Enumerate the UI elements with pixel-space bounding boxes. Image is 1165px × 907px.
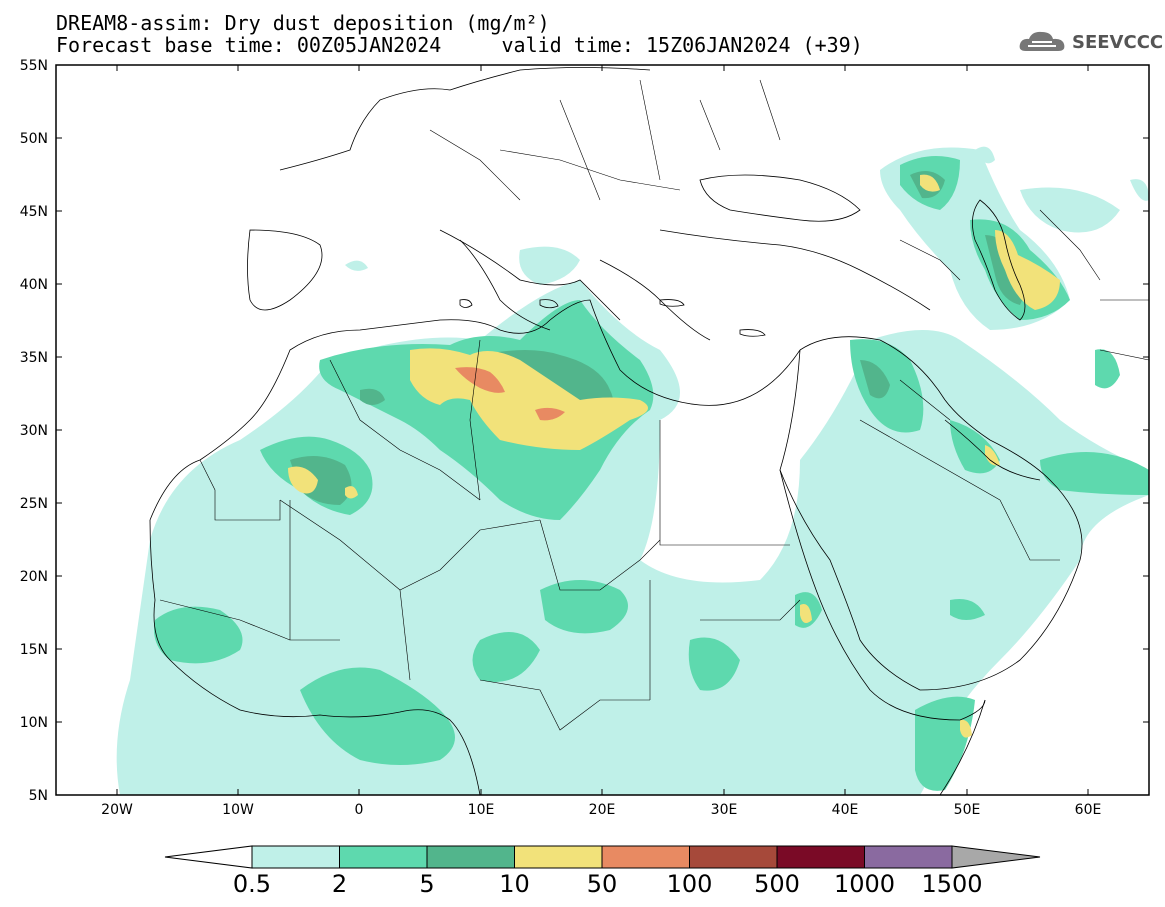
latitude-axis: 55N 50N 45N 40N 35N 30N 25N 20N 15N 10N …: [20, 58, 48, 804]
lat-label: 5N: [29, 788, 48, 804]
lat-label: 25N: [20, 496, 48, 512]
colorbar-box: [339, 845, 428, 869]
colorbar-label: 1000: [834, 870, 895, 898]
seevccc-logo: SEEVCCC: [1018, 28, 1163, 56]
colorbar-label: 50: [587, 870, 618, 898]
colorbar-label: 500: [754, 870, 800, 898]
colorbar-box: [251, 845, 340, 869]
lat-label: 15N: [20, 642, 48, 658]
lon-label: 50E: [954, 802, 981, 818]
lat-label: 50N: [20, 131, 48, 147]
cloud-icon: [1019, 31, 1065, 51]
colorbar-box: [514, 845, 603, 869]
lon-label: 10W: [222, 802, 254, 818]
lon-label: 60E: [1075, 802, 1102, 818]
lon-label: 20E: [589, 802, 616, 818]
axis-ticks: [56, 65, 1149, 795]
colorbar-label: 10: [499, 870, 530, 898]
colorbar-box: [689, 845, 778, 869]
lat-label: 10N: [20, 715, 48, 731]
dust-level-50: [455, 367, 565, 421]
longitude-axis: 20W 10W 0 10E 20E 30E 40E 50E 60E: [101, 802, 1101, 818]
colorbar-label: 1500: [921, 870, 982, 898]
lat-label: 20N: [20, 569, 48, 585]
logo-text: SEEVCCC: [1072, 31, 1164, 53]
colorbar-box: [426, 845, 515, 869]
lat-label: 40N: [20, 277, 48, 293]
colorbar-label: 0.5: [233, 870, 271, 898]
colorbar-box: [776, 845, 865, 869]
lon-label: 20W: [101, 802, 133, 818]
colorbar: 0.5 2 5 10 50 100 500 1000 1500: [164, 845, 1041, 898]
lon-label: 10E: [468, 802, 495, 818]
map-plot-area: [56, 65, 1149, 795]
lon-label: 0: [355, 802, 364, 818]
lat-label: 35N: [20, 350, 48, 366]
colorbar-box: [864, 845, 953, 869]
map-title: DREAM8-assim: Dry dust deposition (mg/m²…: [56, 11, 550, 35]
colorbar-low-arrow: [164, 845, 253, 869]
lon-label: 40E: [832, 802, 859, 818]
colorbar-box: [601, 845, 690, 869]
colorbar-label: 2: [332, 870, 347, 898]
forecast-time-line: Forecast base time: 00Z05JAN2024 valid t…: [56, 33, 863, 57]
lat-label: 55N: [20, 58, 48, 74]
coastlines: [149, 67, 1083, 795]
lon-label: 30E: [711, 802, 738, 818]
lat-label: 45N: [20, 204, 48, 220]
colorbar-label: 5: [419, 870, 434, 898]
country-borders: [159, 79, 1149, 731]
colorbar-high-arrow: [951, 845, 1041, 869]
colorbar-label: 100: [667, 870, 713, 898]
lat-label: 30N: [20, 423, 48, 439]
